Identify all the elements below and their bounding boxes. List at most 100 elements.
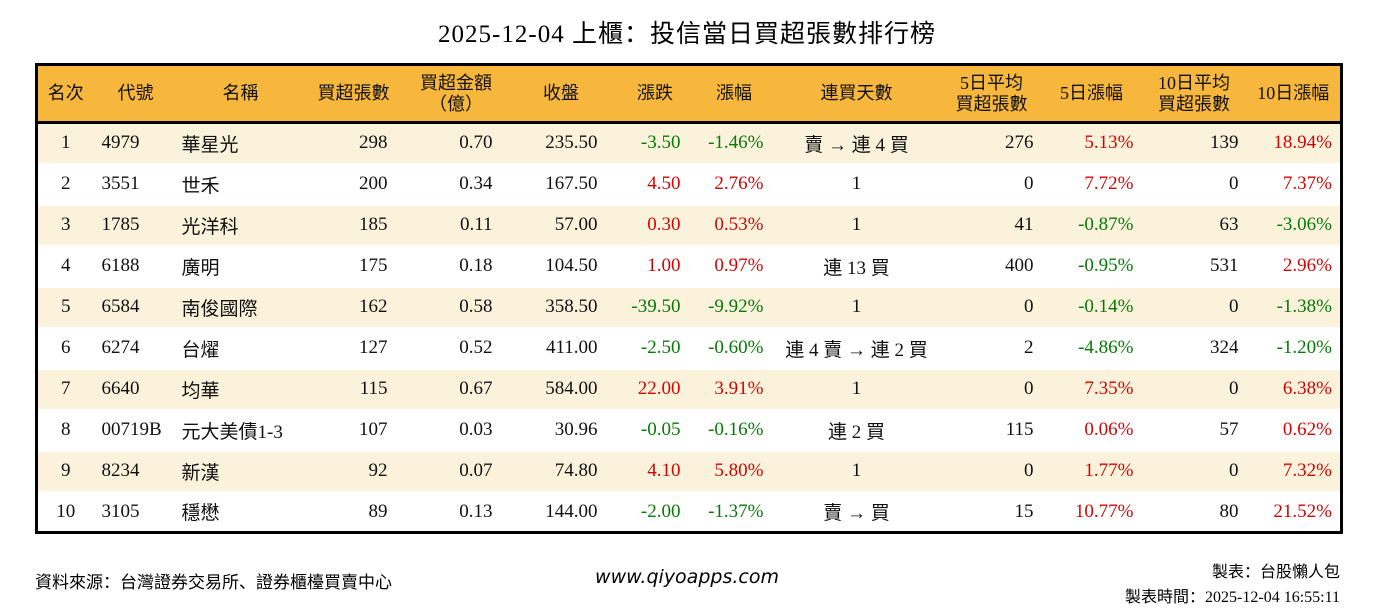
cell-close: 104.50 (508, 244, 614, 287)
cell-change_pct: -0.60% (696, 326, 772, 369)
cell-avg10: 0 (1141, 449, 1247, 492)
cell-streak: 賣 → 連 4 買 (771, 121, 942, 164)
cell-name: 世禾 (173, 162, 304, 205)
cell-pct10: 7.37% (1246, 162, 1342, 205)
cell-close: 30.96 (508, 408, 614, 451)
col-header-rank: 名次 (36, 64, 94, 124)
cell-pct5: 0.06% (1041, 408, 1142, 451)
col-header-avg5: 5日平均 買超張數 (941, 64, 1042, 124)
cell-pct5: 7.35% (1041, 367, 1142, 410)
col-header-change: 漲跌 (613, 64, 697, 124)
cell-close: 235.50 (508, 121, 614, 164)
col-header-avg10: 10日平均 買超張數 (1141, 64, 1247, 124)
cell-change_pct: -0.16% (696, 408, 772, 451)
cell-close: 57.00 (508, 203, 614, 246)
cell-amount: 0.11 (403, 203, 509, 246)
cell-code: 00719B (93, 408, 174, 451)
table-row: 7 6640 均華 115 0.67 584.00 22.00 3.91% 1 0 7.35% 0 6.… (36, 367, 1342, 410)
cell-rank: 10 (36, 490, 94, 533)
cell-pct5: 1.77% (1041, 449, 1142, 492)
cell-net_buy: 200 (303, 162, 404, 205)
col-header-pct10: 10日漲幅 (1246, 64, 1342, 124)
cell-avg10: 0 (1141, 162, 1247, 205)
cell-pct10: 7.32% (1246, 449, 1342, 492)
cell-pct10: -1.38% (1246, 285, 1342, 328)
cell-streak: 1 (771, 449, 942, 492)
cell-avg5: 41 (941, 203, 1042, 246)
cell-avg10: 80 (1141, 490, 1247, 533)
cell-close: 167.50 (508, 162, 614, 205)
table-header-row: 名次 代號 名稱 買超張數 買超金額 （億） 收盤 漲跌 漲幅 連買天數 5日平均 買超張數 5日漲幅 1… (36, 64, 1342, 124)
cell-streak: 1 (771, 285, 942, 328)
cell-avg5: 15 (941, 490, 1042, 533)
cell-streak: 連 13 買 (771, 244, 942, 287)
cell-change: 4.10 (613, 449, 697, 492)
cell-change_pct: -9.92% (696, 285, 772, 328)
cell-net_buy: 298 (303, 121, 404, 164)
cell-close: 358.50 (508, 285, 614, 328)
col-header-amount: 買超金額 （億） (403, 64, 509, 124)
cell-avg10: 324 (1141, 326, 1247, 369)
cell-close: 74.80 (508, 449, 614, 492)
cell-name: 台燿 (173, 326, 304, 369)
cell-name: 元大美債1-3 (173, 408, 304, 451)
cell-streak: 1 (771, 367, 942, 410)
cell-amount: 0.13 (403, 490, 509, 533)
col-header-pct5: 5日漲幅 (1041, 64, 1142, 124)
cell-change_pct: 0.97% (696, 244, 772, 287)
cell-avg5: 400 (941, 244, 1042, 287)
cell-net_buy: 115 (303, 367, 404, 410)
cell-net_buy: 89 (303, 490, 404, 533)
cell-net_buy: 127 (303, 326, 404, 369)
cell-change: 4.50 (613, 162, 697, 205)
cell-change: 1.00 (613, 244, 697, 287)
cell-net_buy: 92 (303, 449, 404, 492)
col-header-net_buy: 買超張數 (303, 64, 404, 124)
table-header: 名次 代號 名稱 買超張數 買超金額 （億） 收盤 漲跌 漲幅 連買天數 5日平均 買超張數 5日漲幅 1… (36, 64, 1342, 124)
col-header-streak: 連買天數 (771, 64, 942, 124)
cell-change: -2.50 (613, 326, 697, 369)
cell-change_pct: -1.46% (696, 121, 772, 164)
cell-streak: 1 (771, 203, 942, 246)
cell-avg10: 0 (1141, 285, 1247, 328)
cell-change: -39.50 (613, 285, 697, 328)
table-row: 10 3105 穩懋 89 0.13 144.00 -2.00 -1.37% 賣 → 買 15 10… (36, 490, 1342, 533)
cell-rank: 2 (36, 162, 94, 205)
col-header-code: 代號 (93, 64, 174, 124)
cell-amount: 0.67 (403, 367, 509, 410)
cell-change_pct: 2.76% (696, 162, 772, 205)
cell-rank: 8 (36, 408, 94, 451)
cell-change: -0.05 (613, 408, 697, 451)
cell-change: -2.00 (613, 490, 697, 533)
net-buy-ranking-table: 名次 代號 名稱 買超張數 買超金額 （億） 收盤 漲跌 漲幅 連買天數 5日平均 買超張數 5日漲幅 1… (35, 63, 1343, 534)
cell-code: 6188 (93, 244, 174, 287)
cell-change: -3.50 (613, 121, 697, 164)
table-row: 9 8234 新漢 92 0.07 74.80 4.10 5.80% 1 0 1.77% 0 7.32% (36, 449, 1342, 492)
cell-change_pct: 5.80% (696, 449, 772, 492)
page-title: 2025-12-04 上櫃：投信當日買超張數排行榜 (438, 21, 936, 48)
cell-name: 廣明 (173, 244, 304, 287)
cell-avg5: 0 (941, 367, 1042, 410)
cell-amount: 0.70 (403, 121, 509, 164)
table-row: 4 6188 廣明 175 0.18 104.50 1.00 0.97% 連 13 買 400 -0… (36, 244, 1342, 287)
cell-close: 584.00 (508, 367, 614, 410)
cell-name: 南俊國際 (173, 285, 304, 328)
cell-pct10: 6.38% (1246, 367, 1342, 410)
cell-pct10: -1.20% (1246, 326, 1342, 369)
cell-name: 均華 (173, 367, 304, 410)
cell-change_pct: -1.37% (696, 490, 772, 533)
cell-net_buy: 162 (303, 285, 404, 328)
cell-avg5: 2 (941, 326, 1042, 369)
cell-close: 411.00 (508, 326, 614, 369)
cell-pct5: 5.13% (1041, 121, 1142, 164)
cell-avg5: 0 (941, 449, 1042, 492)
cell-name: 穩懋 (173, 490, 304, 533)
cell-amount: 0.03 (403, 408, 509, 451)
cell-avg10: 63 (1141, 203, 1247, 246)
footer-made-time: 製表時間：2025-12-04 16:55:11 (1125, 589, 1340, 606)
cell-code: 6274 (93, 326, 174, 369)
table-row: 5 6584 南俊國際 162 0.58 358.50 -39.50 -9.92% 1 0 -0.1… (36, 285, 1342, 328)
cell-pct5: -0.14% (1041, 285, 1142, 328)
cell-avg5: 115 (941, 408, 1042, 451)
